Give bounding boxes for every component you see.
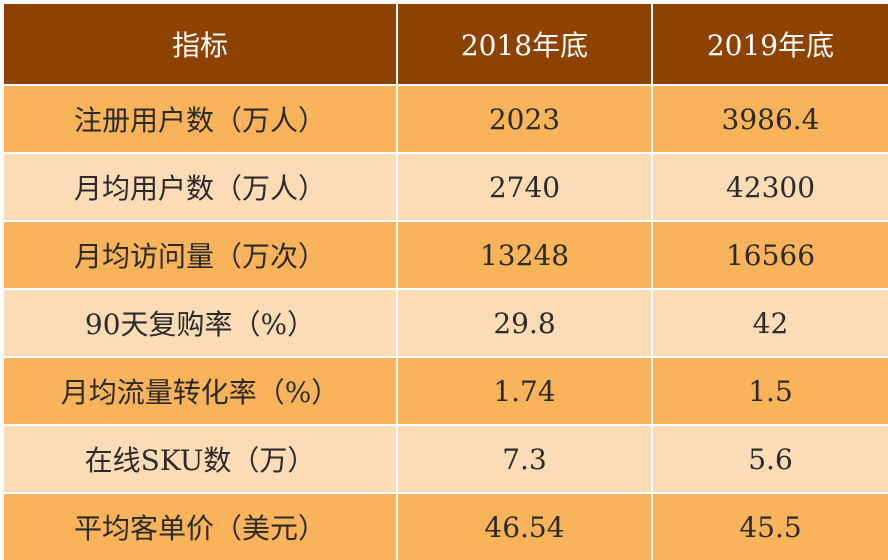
row-value-2018: 2023	[398, 86, 651, 152]
row-label: 90天复购率（%）	[4, 290, 396, 356]
row-value-2019: 1.5	[653, 358, 888, 424]
row-label: 月均流量转化率（%）	[4, 358, 396, 424]
data-table: 指标 2018年底 2019年底 注册用户数（万人） 2023 3986.4 月…	[4, 4, 888, 560]
row-value-2018: 46.54	[398, 494, 651, 560]
row-value-2019: 5.6	[653, 426, 888, 492]
row-value-2019: 42	[653, 290, 888, 356]
row-value-2018: 7.3	[398, 426, 651, 492]
row-label: 注册用户数（万人）	[4, 86, 396, 152]
row-value-2018: 29.8	[398, 290, 651, 356]
header-2018: 2018年底	[398, 4, 651, 84]
row-value-2019: 45.5	[653, 494, 888, 560]
row-value-2018: 2740	[398, 154, 651, 220]
row-value-2018: 1.74	[398, 358, 651, 424]
header-indicator: 指标	[4, 4, 396, 84]
row-value-2018: 13248	[398, 222, 651, 288]
row-label: 平均客单价（美元）	[4, 494, 396, 560]
row-value-2019: 42300	[653, 154, 888, 220]
row-label: 在线SKU数（万）	[4, 426, 396, 492]
row-value-2019: 3986.4	[653, 86, 888, 152]
row-label: 月均用户数（万人）	[4, 154, 396, 220]
row-value-2019: 16566	[653, 222, 888, 288]
header-2019: 2019年底	[653, 4, 888, 84]
row-label: 月均访问量（万次）	[4, 222, 396, 288]
